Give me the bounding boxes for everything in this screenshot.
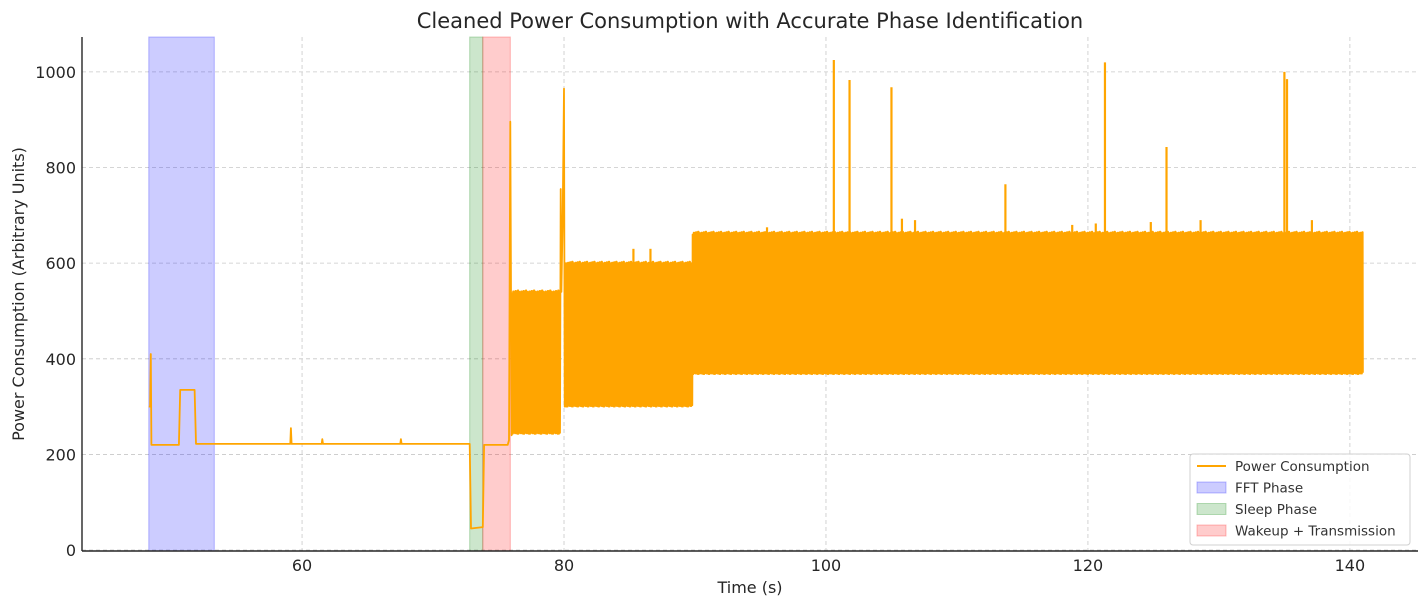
- y-axis-label: Power Consumption (Arbitrary Units): [9, 147, 28, 441]
- tick-labels: 60 80 100 120 140 0 200 400 600 800 1000: [35, 63, 1365, 575]
- axes: [81, 37, 1418, 552]
- x-tick-label: 80: [554, 556, 574, 575]
- y-tick-label: 1000: [35, 63, 76, 82]
- x-tick-label: 60: [292, 556, 312, 575]
- phase-band-wakeup-transmission: [482, 36, 511, 552]
- y-tick-label: 400: [45, 350, 76, 369]
- series-layer: [148, 59, 1364, 530]
- legend-box: [1189, 453, 1411, 546]
- legend-label-fft-phase: FFT Phase: [1235, 481, 1303, 497]
- power-consumption-line: [148, 87, 1364, 530]
- legend: Power Consumption FFT Phase Sleep Phase Wak…: [1189, 453, 1411, 546]
- legend-swatch-wakeup-transmission: [1196, 524, 1227, 537]
- x-tick-label: 100: [811, 556, 842, 575]
- y-tick-label: 800: [45, 159, 76, 178]
- y-tick-label: 200: [45, 445, 76, 464]
- legend-label-wakeup-transmission: Wakeup + Transmission: [1235, 524, 1396, 540]
- chart-title: Cleaned Power Consumption with Accurate …: [417, 9, 1083, 33]
- x-axis-label: Time (s): [716, 578, 782, 597]
- y-tick-label: 0: [66, 541, 76, 560]
- phase-bands: [148, 36, 511, 552]
- legend-swatch-fft-phase: [1196, 481, 1227, 494]
- phase-band-sleep-phase: [469, 36, 484, 552]
- phase-band-fft-phase: [148, 36, 215, 552]
- legend-label-sleep-phase: Sleep Phase: [1235, 502, 1317, 518]
- x-tick-label: 140: [1335, 556, 1366, 575]
- legend-swatch-sleep-phase: [1196, 503, 1227, 515]
- legend-label-power-consumption: Power Consumption: [1235, 459, 1370, 475]
- y-tick-label: 600: [45, 254, 76, 273]
- x-tick-label: 120: [1073, 556, 1104, 575]
